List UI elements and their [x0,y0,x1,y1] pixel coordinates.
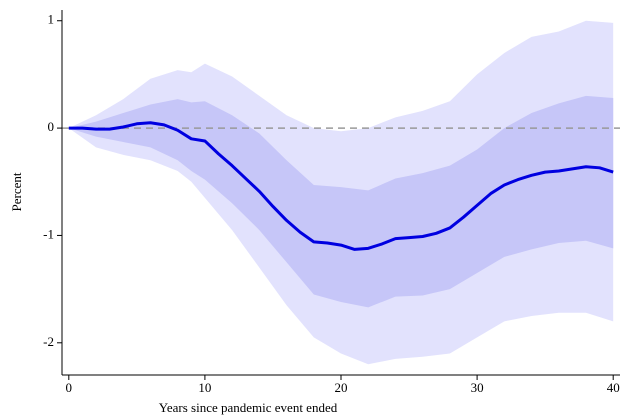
x-tick-label: 40 [607,380,620,395]
confidence-band [68,95,614,308]
y-tick-label: 0 [48,119,55,134]
y-tick-label: 1 [48,12,55,27]
x-tick-label: 30 [471,380,484,395]
y-tick-label: -2 [43,334,54,349]
x-tick-label: 10 [198,380,211,395]
y-tick-label: -1 [43,226,54,241]
x-tick-label: 20 [335,380,348,395]
line [68,121,614,251]
x-axis-title: Years since pandemic event ended [159,400,338,415]
y-axis-title: Percent [9,172,24,211]
x-tick-label: 0 [66,380,73,395]
